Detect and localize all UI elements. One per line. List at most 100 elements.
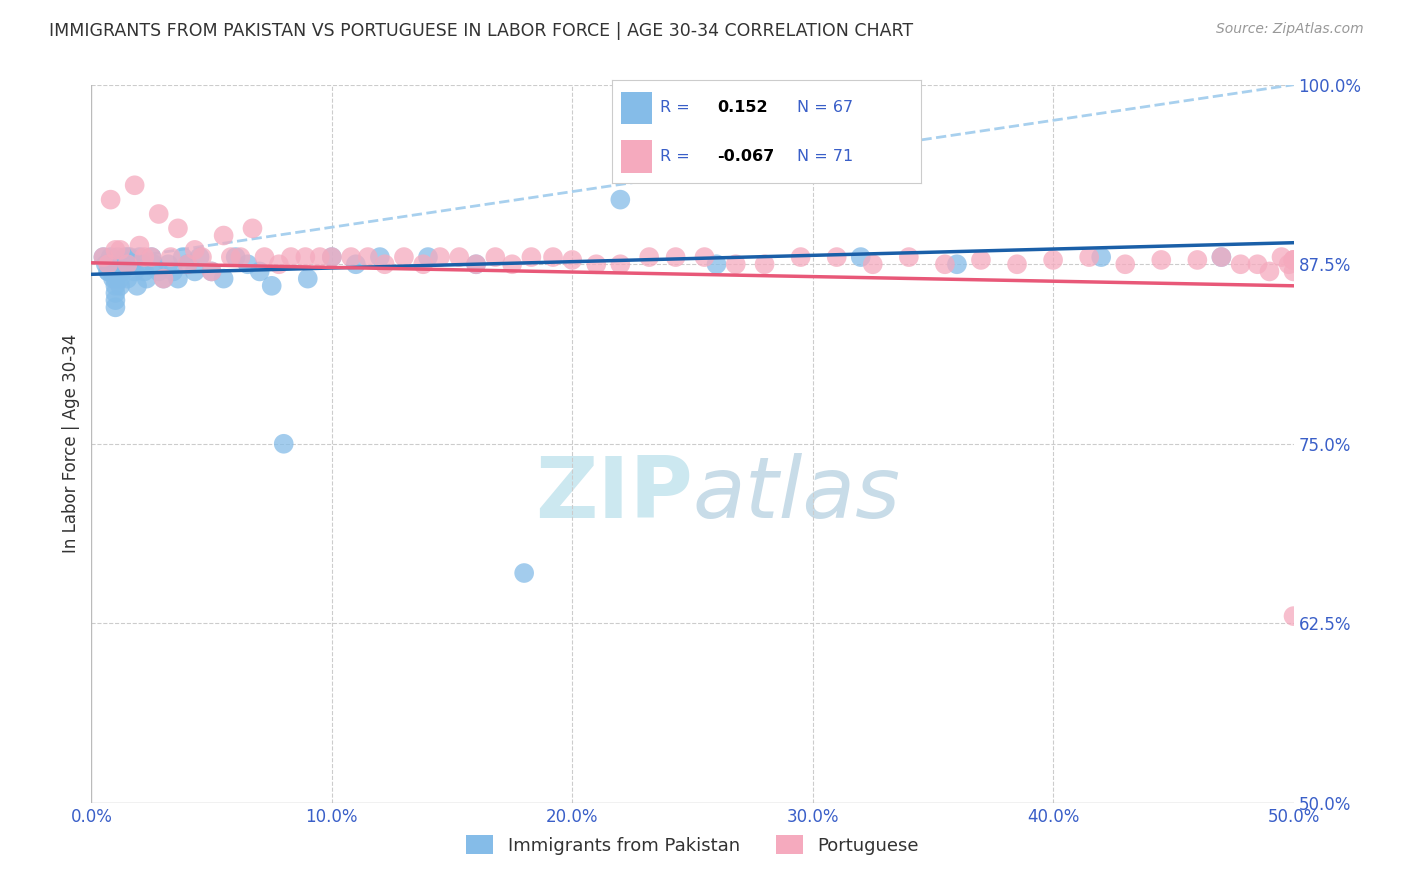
Point <box>114 257 136 271</box>
Point <box>101 264 124 278</box>
Text: N = 67: N = 67 <box>797 101 853 115</box>
Point <box>201 264 224 278</box>
Text: atlas: atlas <box>692 452 900 535</box>
Point <box>107 257 129 271</box>
Point <box>1042 252 1064 267</box>
Point <box>1278 257 1301 271</box>
Point <box>1229 257 1251 271</box>
Point <box>585 257 607 271</box>
Point <box>118 250 141 264</box>
Point <box>110 271 132 285</box>
Text: R =: R = <box>659 101 689 115</box>
Point <box>374 257 396 271</box>
Point <box>412 257 434 271</box>
Point <box>128 250 150 264</box>
Point <box>97 264 120 278</box>
Point <box>236 257 259 271</box>
Text: IMMIGRANTS FROM PAKISTAN VS PORTUGUESE IN LABOR FORCE | AGE 30-34 CORRELATION CH: IMMIGRANTS FROM PAKISTAN VS PORTUGUESE I… <box>49 22 914 40</box>
Point <box>1282 264 1305 278</box>
Point <box>142 257 165 271</box>
Point <box>249 264 271 278</box>
Point <box>104 285 127 300</box>
Point <box>114 250 136 264</box>
Text: R =: R = <box>659 149 689 164</box>
Point <box>561 252 583 267</box>
Point <box>94 257 117 271</box>
Point <box>184 264 207 278</box>
Point <box>308 250 330 264</box>
Point <box>97 264 120 278</box>
Point <box>665 250 688 264</box>
Point <box>273 436 295 450</box>
Point <box>117 271 139 285</box>
Point <box>1090 250 1112 264</box>
Point <box>107 250 129 264</box>
Point <box>219 250 242 264</box>
Point <box>638 250 661 264</box>
Point <box>789 250 811 264</box>
Point <box>429 250 451 264</box>
Point <box>754 257 776 271</box>
Point <box>934 257 956 271</box>
Point <box>159 250 181 264</box>
Point <box>141 250 163 264</box>
Point <box>176 257 198 271</box>
Point <box>693 250 716 264</box>
Point <box>520 250 543 264</box>
Point <box>152 271 174 285</box>
Point <box>110 278 132 293</box>
Point <box>134 264 156 278</box>
Point <box>148 264 170 278</box>
Text: N = 71: N = 71 <box>797 149 853 164</box>
Point <box>297 271 319 285</box>
Point <box>1114 257 1136 271</box>
Point <box>101 271 124 285</box>
Point <box>1270 250 1292 264</box>
Point <box>100 250 122 264</box>
Text: ZIP: ZIP <box>534 452 692 535</box>
Bar <box>621 92 652 124</box>
Point <box>1150 252 1173 267</box>
Point <box>124 264 146 278</box>
Point <box>970 252 993 267</box>
Point <box>541 250 564 264</box>
Point <box>465 257 488 271</box>
Point <box>110 264 132 278</box>
Point <box>1282 609 1305 624</box>
Point <box>1258 264 1281 278</box>
Point <box>253 250 276 264</box>
Legend: Immigrants from Pakistan, Portuguese: Immigrants from Pakistan, Portuguese <box>458 828 927 862</box>
Point <box>93 250 115 264</box>
Point <box>1211 250 1233 264</box>
Point <box>172 250 194 264</box>
Point <box>117 250 139 264</box>
Point <box>188 250 211 264</box>
Point <box>152 271 174 285</box>
Point <box>162 264 184 278</box>
Point <box>225 250 247 264</box>
Point <box>321 250 343 264</box>
Point <box>104 264 127 278</box>
Text: Source: ZipAtlas.com: Source: ZipAtlas.com <box>1216 22 1364 37</box>
Point <box>124 178 146 193</box>
Point <box>513 566 536 580</box>
Text: -0.067: -0.067 <box>717 149 775 164</box>
Point <box>212 228 235 243</box>
Point <box>100 257 122 271</box>
Point <box>242 221 264 235</box>
Point <box>368 250 391 264</box>
Point <box>191 250 214 264</box>
Point <box>1005 257 1028 271</box>
Point <box>1282 252 1305 267</box>
Point <box>340 250 363 264</box>
Point <box>148 207 170 221</box>
Point <box>110 243 132 257</box>
Point <box>97 257 120 271</box>
Point <box>118 257 141 271</box>
Point <box>946 257 969 271</box>
Point <box>392 250 415 264</box>
Point <box>1246 257 1268 271</box>
Point <box>1078 250 1101 264</box>
Point <box>141 250 163 264</box>
Point <box>121 257 143 271</box>
